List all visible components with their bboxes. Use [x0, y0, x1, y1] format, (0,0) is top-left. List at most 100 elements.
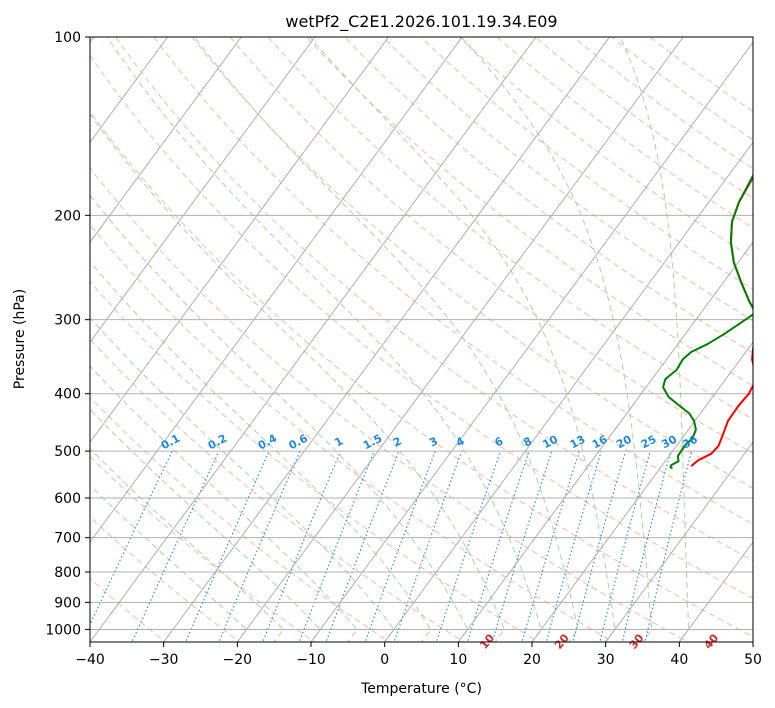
dry-adiabat-line [115, 37, 753, 562]
x-tick-label: −30 [149, 652, 179, 668]
y-tick-label: 700 [54, 531, 81, 547]
x-tick-label: 0 [380, 652, 389, 668]
mixing-ratio-label: 20 [614, 433, 634, 452]
mixing-ratio-line [621, 450, 672, 642]
moist-adiabat-line [193, 37, 579, 642]
plot-frame [89, 36, 754, 643]
y-tick-label: 400 [54, 387, 81, 403]
y-axis-label: Pressure (hPa) [12, 289, 28, 389]
mixing-ratio-line [393, 450, 463, 642]
isotherm-line [163, 37, 611, 642]
mixing-ratio-label: 6 [493, 434, 506, 449]
mixing-ratio-label: 1.5 [361, 432, 384, 453]
isotherm-line [678, 541, 753, 642]
mixing-ratio-line [599, 450, 651, 642]
isotherm-line [90, 37, 316, 343]
isotherm-line [236, 37, 684, 642]
moist-adiabat-line [461, 37, 653, 642]
dry-adiabat-line [90, 167, 690, 642]
x-tick-label: −20 [223, 652, 253, 668]
dry-adiabat-line [229, 37, 753, 454]
mixing-ratio-line [325, 450, 400, 642]
mixing-ratio-line [644, 450, 693, 642]
mixing-ratio-line [572, 450, 627, 642]
mixing-ratio-line [521, 450, 580, 642]
isotherm-line [90, 37, 242, 243]
moist-adiabat-line [90, 261, 432, 642]
mixing-ratio-label: 0.6 [287, 432, 311, 453]
dry-adiabats-layer [90, 37, 753, 642]
mixing-ratio-label: 0.1 [159, 432, 182, 453]
moist-adiabat-line [309, 37, 616, 642]
profile-line [662, 173, 753, 470]
y-tick-label: 500 [54, 444, 81, 460]
x-tick-label: 30 [597, 652, 615, 668]
y-tick-label: 300 [54, 313, 81, 329]
y-tick-label: 600 [54, 491, 81, 507]
profile-line [690, 175, 753, 467]
mixing-ratio-label: 30 [659, 433, 679, 452]
mixing-ratio-line [90, 450, 173, 626]
dry-adiabat-line [649, 37, 753, 113]
dry-adiabat-line [90, 110, 753, 638]
isotherms-layer [90, 37, 753, 642]
mixing-ratio-label: 13 [568, 433, 588, 452]
isotherm-line [90, 37, 463, 543]
mixing-ratio-line [545, 450, 602, 642]
mixing-ratio-line [218, 450, 301, 642]
moist-adiabat-line [90, 113, 505, 642]
x-tick-label: 40 [670, 652, 688, 668]
y-tick-label: 800 [54, 565, 81, 581]
isotherm-line [457, 241, 753, 642]
x-tick-label: 10 [449, 652, 467, 668]
mixing-ratio-layer [90, 450, 693, 642]
x-tick-label: 50 [744, 652, 762, 668]
dry-adiabat-line [382, 37, 753, 322]
x-axis: −40 −30 −20 −10 0 10 20 30 40 50 [75, 642, 762, 668]
mixing-ratio-label: 4 [454, 434, 467, 449]
isotherm-line [90, 37, 169, 143]
dry-adiabat-line [90, 396, 391, 642]
y-axis: 1000 900 800 700 600 500 400 300 200 100 [45, 30, 90, 638]
isotherm-line [384, 141, 753, 642]
x-axis-label: Temperature (°C) [360, 681, 482, 697]
moist-adiabat-line [106, 37, 542, 642]
isotherm-line [310, 41, 753, 642]
mixing-ratio-label: 16 [590, 433, 610, 452]
dry-adiabat-line [90, 516, 241, 642]
moist-adiabat-line [619, 37, 690, 642]
mixing-ratio-line [298, 450, 375, 642]
x-tick-label: −10 [296, 652, 326, 668]
mixing-ratio-label: 3 [427, 434, 440, 449]
profiles-layer [662, 173, 753, 470]
mixing-ratio-label: 36 [680, 433, 700, 452]
y-tick-label: 900 [54, 595, 81, 611]
mixing-ratio-line [466, 450, 530, 642]
mixing-ratio-line [435, 450, 502, 642]
line-labels-layer: 0.10.20.40.611.52346810131620253036-100-… [159, 432, 722, 652]
mixing-ratio-label: 0.2 [206, 432, 229, 453]
dry-adiabat-line [191, 37, 753, 489]
isobars-layer [90, 37, 753, 630]
y-tick-label: 200 [54, 208, 81, 224]
isotherm-line [605, 441, 753, 642]
moist-adiabats-layer [90, 37, 690, 642]
y-tick-label: 100 [54, 30, 81, 46]
isotherm-line [90, 37, 537, 642]
dry-adiabat-line [267, 37, 753, 420]
mixing-ratio-line [364, 450, 436, 642]
dry-adiabat-line [153, 37, 753, 525]
dry-adiabat-line [90, 280, 540, 642]
dry-adiabat-line [420, 37, 753, 290]
moist-adiabat-line [90, 316, 395, 642]
x-tick-label: 20 [523, 652, 541, 668]
dry-adiabat-line [572, 37, 753, 170]
dry-adiabat-line [90, 455, 316, 642]
moist-adiabat-line [90, 408, 321, 642]
x-tick-label: −40 [75, 652, 105, 668]
dry-adiabat-line [305, 37, 753, 387]
mixing-ratio-line [491, 450, 553, 642]
y-tick-label: 1000 [45, 622, 81, 638]
isotherm-line [90, 37, 390, 443]
mixing-ratio-label: 2 [391, 434, 404, 449]
